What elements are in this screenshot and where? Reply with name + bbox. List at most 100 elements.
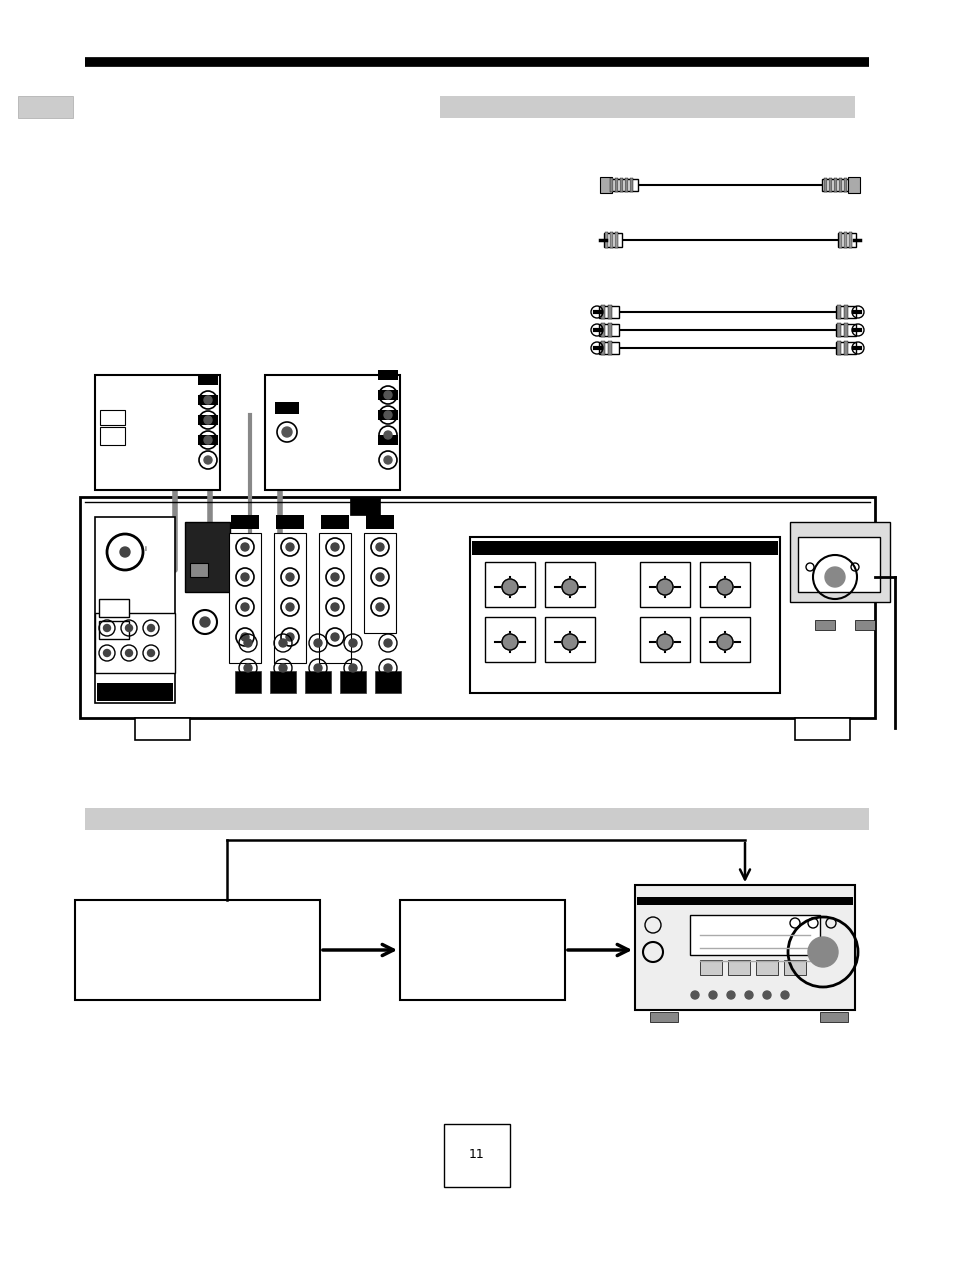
Bar (198, 415, 218, 426)
Circle shape (103, 650, 111, 656)
Bar (615, 178, 618, 192)
Bar (649, 1012, 678, 1022)
Bar (399, 899, 564, 1000)
Circle shape (349, 640, 356, 647)
Bar (305, 671, 331, 693)
Circle shape (200, 617, 210, 627)
Bar (833, 178, 836, 192)
Circle shape (286, 603, 294, 612)
Bar (598, 341, 618, 354)
Bar (364, 533, 395, 633)
Bar (609, 232, 613, 248)
Bar (229, 533, 261, 662)
Bar (484, 617, 535, 662)
Bar (600, 304, 604, 318)
Bar (789, 522, 889, 603)
Circle shape (561, 578, 578, 595)
Circle shape (126, 650, 132, 656)
Bar (100, 427, 125, 445)
Circle shape (278, 640, 287, 647)
Bar (190, 563, 208, 577)
Circle shape (148, 624, 154, 632)
Bar (794, 719, 849, 740)
Circle shape (148, 650, 154, 656)
Bar (843, 178, 846, 192)
Circle shape (331, 633, 338, 641)
Bar (823, 178, 826, 192)
Circle shape (561, 634, 578, 650)
Bar (472, 541, 778, 555)
Circle shape (708, 991, 717, 999)
Circle shape (204, 417, 212, 424)
Bar (75, 899, 319, 1000)
Circle shape (384, 640, 392, 647)
Circle shape (384, 431, 392, 440)
Text: 11: 11 (469, 1148, 484, 1162)
Bar (470, 538, 780, 693)
Bar (265, 375, 399, 490)
Text: i: i (144, 547, 146, 552)
Bar (198, 434, 218, 445)
Bar (274, 403, 298, 414)
Bar (847, 177, 859, 192)
Circle shape (384, 664, 392, 671)
Circle shape (690, 991, 699, 999)
Bar (231, 515, 258, 529)
Bar (375, 671, 400, 693)
Bar (848, 232, 851, 248)
Circle shape (762, 991, 770, 999)
Bar (377, 410, 397, 420)
Bar (135, 719, 190, 740)
Bar (835, 306, 855, 318)
Bar (689, 915, 820, 956)
Bar (603, 233, 621, 247)
Circle shape (331, 573, 338, 581)
Bar (274, 533, 306, 662)
Circle shape (375, 573, 384, 581)
Circle shape (314, 640, 322, 647)
Bar (635, 885, 854, 1010)
Bar (639, 617, 689, 662)
Bar (484, 562, 535, 606)
Circle shape (282, 427, 292, 437)
Bar (783, 961, 805, 975)
Circle shape (384, 456, 392, 464)
Bar (85, 808, 868, 829)
Circle shape (241, 573, 249, 581)
Circle shape (824, 567, 844, 587)
Bar (836, 304, 841, 318)
Bar (185, 522, 230, 592)
Bar (836, 341, 841, 355)
Bar (607, 180, 638, 191)
Bar (828, 178, 831, 192)
Circle shape (331, 603, 338, 612)
Bar (234, 671, 261, 693)
Bar (838, 232, 841, 248)
Bar (80, 497, 874, 719)
Bar (95, 613, 174, 673)
Circle shape (286, 633, 294, 641)
Bar (843, 304, 847, 318)
Bar (350, 497, 379, 515)
Circle shape (204, 396, 212, 404)
Bar (100, 410, 125, 426)
Bar (854, 620, 874, 631)
Circle shape (286, 543, 294, 550)
Circle shape (103, 624, 111, 632)
Circle shape (781, 991, 788, 999)
Circle shape (349, 664, 356, 671)
Bar (843, 232, 846, 248)
Circle shape (244, 640, 252, 647)
Bar (797, 538, 879, 592)
Circle shape (657, 578, 672, 595)
Bar (836, 324, 841, 338)
Bar (339, 671, 366, 693)
Bar (198, 375, 218, 385)
Bar (99, 620, 129, 640)
Bar (366, 515, 394, 529)
Bar (607, 304, 612, 318)
Bar (821, 180, 851, 191)
Circle shape (286, 573, 294, 581)
Bar (700, 617, 749, 662)
Bar (637, 897, 852, 905)
